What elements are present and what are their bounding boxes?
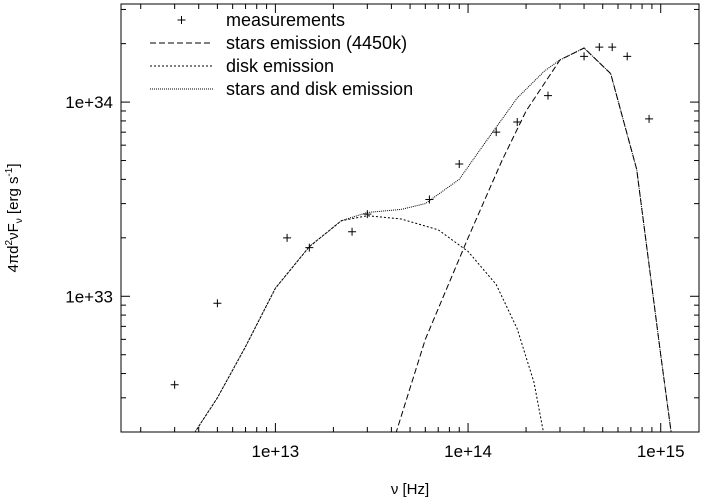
x-tick-label: 1e+14 xyxy=(444,442,492,461)
legend-swatch xyxy=(177,16,186,24)
y-label-sq: 2 xyxy=(4,239,15,245)
measurement-point xyxy=(544,91,553,100)
y-label-close: ] xyxy=(5,163,22,167)
measurement-point xyxy=(363,210,372,219)
measurement-point xyxy=(595,43,604,52)
y-label-units: [erg s xyxy=(5,177,22,219)
measurement-point xyxy=(305,243,314,252)
legend-label: disk emission xyxy=(226,56,334,76)
measurement-point xyxy=(213,299,222,308)
y-label-mid: νF xyxy=(5,223,22,240)
series-line-3 xyxy=(194,47,672,432)
measurement-point xyxy=(425,195,434,204)
legend-label: stars and disk emission xyxy=(226,79,413,99)
y-label-prefix: 4πd xyxy=(5,245,22,272)
plot-frame xyxy=(120,3,700,433)
legend-label: measurements xyxy=(226,10,345,30)
y-label-sub: ν xyxy=(14,218,25,223)
y-tick-label: 1e+33 xyxy=(65,287,113,306)
measurement-point xyxy=(170,380,179,389)
measurement-point xyxy=(283,233,292,242)
measurement-point xyxy=(645,114,654,123)
y-tick-label: 1e+34 xyxy=(65,93,113,112)
series-layer xyxy=(170,43,672,432)
axis-ticks xyxy=(121,4,699,433)
measurement-point xyxy=(455,159,464,168)
measurement-point xyxy=(608,43,617,52)
measurement-point xyxy=(513,117,522,126)
y-axis-label: 4πd2νFν [erg s-1] xyxy=(4,163,25,272)
x-tick-label: 1e+15 xyxy=(637,442,685,461)
measurement-point xyxy=(348,227,357,236)
x-tick-label: 1e+13 xyxy=(252,442,300,461)
y-label-exp: -1 xyxy=(4,167,15,176)
x-axis-label: ν [Hz] xyxy=(391,481,429,498)
measurement-point xyxy=(623,52,632,61)
legend-label: stars emission (4450k) xyxy=(226,33,407,53)
series-line-2 xyxy=(194,215,544,432)
measurement-point xyxy=(492,128,501,137)
tick-labels: 1e+13 1e+14 1e+15 1e+33 1e+34 xyxy=(65,93,684,461)
legend: measurements stars emission (4450k) disk e… xyxy=(150,10,413,99)
measurement-point xyxy=(580,52,589,61)
series-line-1 xyxy=(395,47,672,432)
